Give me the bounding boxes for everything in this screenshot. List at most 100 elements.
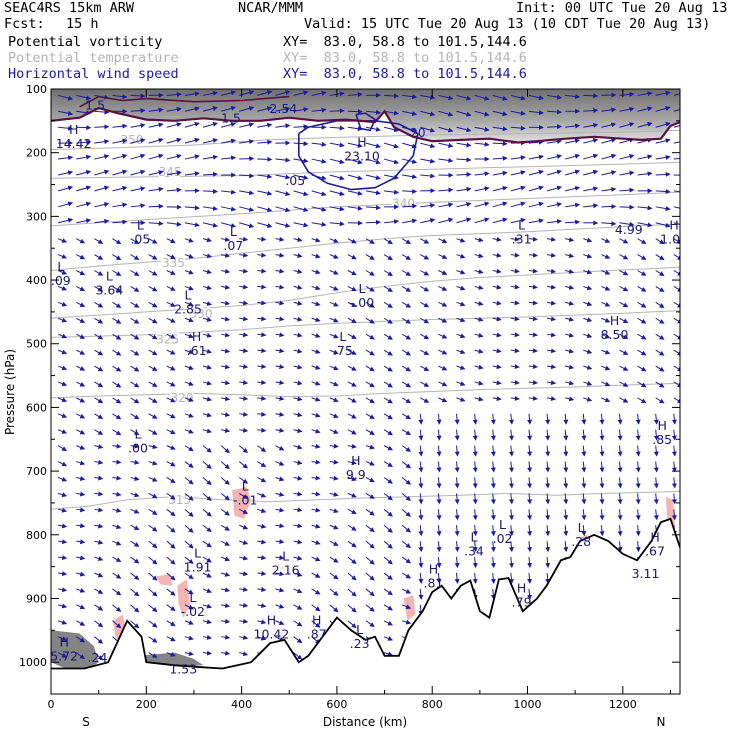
y-tick-label: 200 <box>26 147 47 160</box>
wind-arrow <box>275 491 285 497</box>
wind-arrow <box>637 91 653 97</box>
wind-arrow <box>57 413 68 418</box>
wind-arrow <box>599 477 605 489</box>
wind-arrow <box>239 139 255 145</box>
wind-arrow <box>619 122 635 128</box>
wind-arrow <box>112 365 122 372</box>
wind-arrow <box>148 460 158 466</box>
wind-arrow <box>438 202 454 208</box>
wind-arrow <box>57 238 68 243</box>
wind-arrow <box>347 238 357 244</box>
field-name-wind: Horizontal wind speed <box>8 66 179 82</box>
wind-arrow <box>384 189 400 195</box>
wind-arrow <box>383 556 393 565</box>
theta-isentrope <box>51 491 680 510</box>
wind-arrow <box>202 154 218 160</box>
wind-arrow <box>311 523 321 529</box>
wind-arrow <box>528 300 538 306</box>
wind-arrow <box>221 396 231 402</box>
wind-arrow <box>166 153 182 160</box>
wind-arrow <box>57 445 68 452</box>
wind-arrow <box>311 107 327 113</box>
wind-arrow <box>166 122 182 128</box>
wind-arrow <box>76 413 86 419</box>
wind-arrow <box>546 236 557 242</box>
wind-arrow <box>599 509 605 521</box>
wind-arrow <box>311 540 321 545</box>
wind-arrow <box>619 381 629 387</box>
wind-arrow <box>619 238 629 244</box>
wind-arrow <box>202 301 212 306</box>
wind-arrow <box>383 397 393 404</box>
wind-arrow <box>202 121 218 128</box>
wind-arrow <box>436 445 442 457</box>
wind-arrow <box>546 185 563 192</box>
wind-arrow <box>184 333 194 339</box>
wind-arrow <box>601 170 617 176</box>
wind-arrow <box>365 158 381 165</box>
wind-arrow <box>239 427 249 433</box>
wind-arrow <box>635 541 641 553</box>
wind-arrow <box>474 301 484 306</box>
wind-arrow <box>383 158 400 165</box>
hl-marker-letter: H <box>59 635 68 650</box>
wind-arrow <box>637 349 647 356</box>
wind-arrow <box>454 461 460 473</box>
hl-marker-letter: L <box>358 281 365 296</box>
wind-arrow <box>202 237 212 243</box>
wind-arrow <box>365 604 375 612</box>
wind-arrow <box>619 301 629 308</box>
wind-arrow <box>221 587 231 593</box>
wind-arrow <box>202 412 212 418</box>
hl-marker-letter: L <box>242 479 249 494</box>
wind-arrow <box>238 445 248 454</box>
wind-arrow <box>239 332 249 338</box>
wind-arrow <box>221 284 231 290</box>
wind-arrow <box>456 365 466 370</box>
wind-arrow <box>311 620 321 628</box>
wind-arrow <box>383 604 393 611</box>
wind-arrow <box>94 202 110 208</box>
wind-arrow <box>510 185 526 192</box>
wind-arrow <box>57 476 68 482</box>
wind-arrow <box>401 254 412 260</box>
wind-arrow <box>112 572 122 579</box>
wind-arrow <box>76 169 92 176</box>
wind-arrow <box>221 364 231 370</box>
wind-arrow <box>257 90 273 96</box>
wind-arrow <box>365 142 381 149</box>
wind-arrow <box>76 429 86 435</box>
wind-arrow <box>583 186 599 192</box>
wind-arrow <box>510 380 520 385</box>
wind-arrow <box>76 285 86 291</box>
wind-arrow <box>438 285 448 291</box>
wind-arrow <box>202 253 212 259</box>
wind-arrow <box>655 206 671 212</box>
wind-arrow <box>472 461 478 473</box>
wind-arrow <box>184 349 194 355</box>
wind-arrow <box>581 429 587 441</box>
wind-arrow <box>293 460 303 465</box>
wind-arrow <box>112 540 122 546</box>
wind-arrow <box>347 158 363 165</box>
wind-arrow <box>184 635 194 641</box>
wind-arrow <box>528 94 544 101</box>
wind-arrow <box>438 270 448 275</box>
wind-arrow <box>528 218 544 224</box>
wind-arrow <box>76 555 86 561</box>
wind-arrow <box>599 413 605 425</box>
wind-arrow <box>148 153 164 160</box>
wind-arrow <box>527 461 533 473</box>
wind-arrow <box>293 636 303 644</box>
wind-arrow <box>148 170 164 176</box>
wind-arrow <box>402 203 418 209</box>
wind-arrow <box>311 221 327 227</box>
wind-arrow <box>130 317 140 324</box>
wind-arrow <box>112 301 122 308</box>
hl-marker-letter: H <box>192 329 201 344</box>
hl-marker-letter: L <box>230 224 237 239</box>
wind-arrow <box>76 333 86 339</box>
wind-arrow <box>220 524 230 531</box>
wind-arrow <box>293 206 309 213</box>
wind-arrow <box>257 427 267 433</box>
